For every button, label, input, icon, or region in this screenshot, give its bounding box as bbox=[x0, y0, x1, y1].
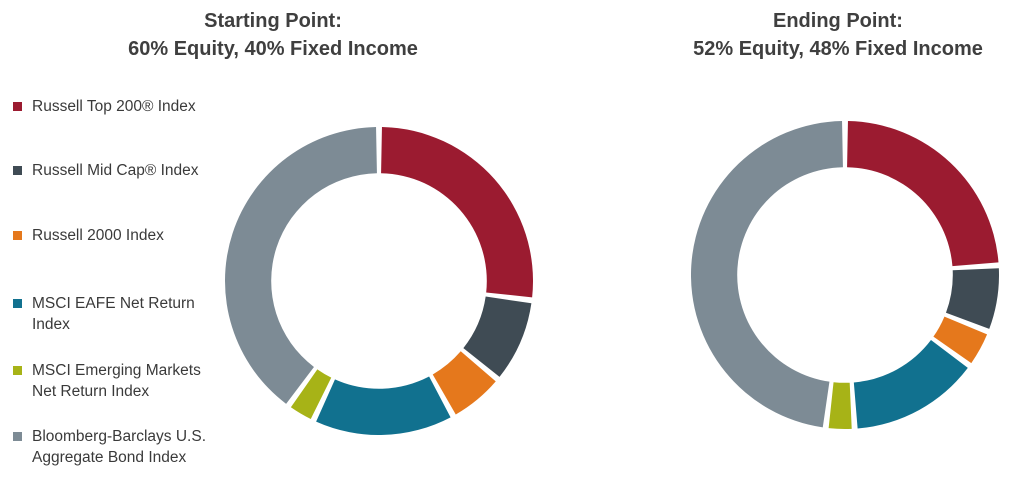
donut-segment-0 bbox=[381, 127, 533, 298]
legend-item-russell-top-200: Russell Top 200® Index bbox=[13, 96, 217, 117]
starting-title-line2: 60% Equity, 40% Fixed Income bbox=[128, 38, 418, 60]
starting-donut-chart bbox=[225, 127, 533, 435]
legend-label: MSCI EAFE Net Return Index bbox=[32, 295, 195, 333]
legend-item-msci-emerging: MSCI Emerging Markets Net Return Index bbox=[13, 360, 217, 402]
ending-title-line2: 52% Equity, 48% Fixed Income bbox=[693, 38, 983, 60]
ending-donut-chart bbox=[691, 121, 999, 429]
donut-segment-3 bbox=[853, 340, 968, 429]
donut-segment-5 bbox=[691, 121, 843, 428]
legend-label: Russell Mid Cap® Index bbox=[32, 162, 199, 179]
legend-swatch-icon bbox=[13, 366, 22, 375]
legend-swatch-icon bbox=[13, 102, 22, 111]
starting-chart-title: Starting Point: 60% Equity, 40% Fixed In… bbox=[63, 7, 483, 63]
legend-item-bloomberg-agg: Bloomberg-Barclays U.S. Aggregate Bond I… bbox=[13, 426, 217, 468]
donut-segment-4 bbox=[290, 369, 332, 420]
legend-label: MSCI Emerging Markets Net Return Index bbox=[32, 362, 201, 400]
donut-segment-0 bbox=[847, 121, 999, 267]
legend-item-msci-eafe: MSCI EAFE Net Return Index bbox=[13, 293, 217, 335]
legend-swatch-icon bbox=[13, 299, 22, 308]
donut-segment-2 bbox=[432, 351, 496, 415]
legend-item-russell-mid-cap: Russell Mid Cap® Index bbox=[13, 160, 217, 181]
donut-segment-1 bbox=[463, 296, 532, 377]
legend-label: Russell 2000 Index bbox=[32, 227, 164, 244]
legend-swatch-icon bbox=[13, 432, 22, 441]
donut-segment-2 bbox=[933, 316, 988, 364]
donut-segment-4 bbox=[828, 382, 852, 429]
legend-label: Bloomberg-Barclays U.S. Aggregate Bond I… bbox=[32, 428, 207, 466]
donut-segment-1 bbox=[945, 268, 999, 329]
legend-swatch-icon bbox=[13, 166, 22, 175]
donut-segment-5 bbox=[225, 127, 377, 404]
legend-label: Russell Top 200® Index bbox=[32, 98, 196, 115]
legend-item-russell-2000: Russell 2000 Index bbox=[13, 225, 217, 246]
donut-segment-3 bbox=[316, 376, 451, 435]
legend-swatch-icon bbox=[13, 231, 22, 240]
ending-title-line1: Ending Point: bbox=[773, 10, 903, 32]
starting-title-line1: Starting Point: bbox=[204, 10, 342, 32]
ending-chart-title: Ending Point: 52% Equity, 48% Fixed Inco… bbox=[628, 7, 1036, 63]
